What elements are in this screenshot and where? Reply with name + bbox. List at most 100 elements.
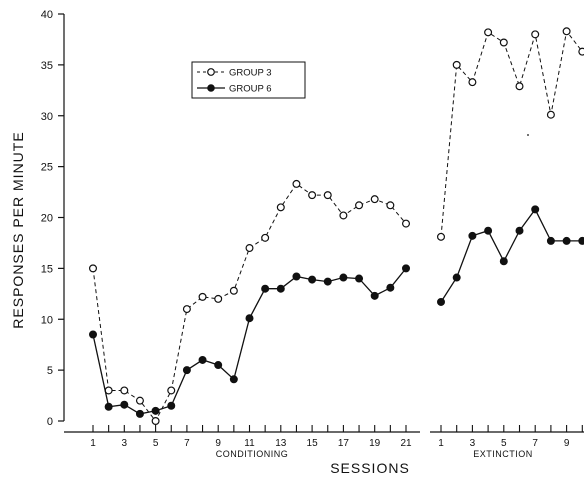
data-point-group3 xyxy=(546,110,555,119)
data-point-group6 xyxy=(499,257,508,266)
data-point-group6 xyxy=(546,236,555,245)
x-tick-label: 21 xyxy=(400,438,412,449)
data-point-group6 xyxy=(198,355,207,364)
data-point-group3 xyxy=(515,82,524,91)
x-tick-label: 15 xyxy=(307,438,319,449)
data-point-group6 xyxy=(452,273,461,282)
x-tick-label: 7 xyxy=(532,438,538,449)
x-tick-label: 11 xyxy=(244,438,255,449)
y-tick-label: 40 xyxy=(41,9,53,21)
data-point-group3 xyxy=(531,30,540,39)
data-point-group6 xyxy=(261,284,270,293)
x-tick-label: 7 xyxy=(184,438,190,449)
y-tick-label: 20 xyxy=(41,213,53,225)
data-point-group3 xyxy=(370,195,379,204)
data-point-group3 xyxy=(386,201,395,210)
data-point-group3 xyxy=(151,417,160,426)
data-point-group6 xyxy=(182,366,191,375)
data-point-group6 xyxy=(484,226,493,235)
legend-marker-group6 xyxy=(207,84,215,92)
data-point-group3 xyxy=(323,191,332,200)
data-point-group3 xyxy=(578,47,584,56)
series-line-group6-conditioning xyxy=(92,267,407,415)
x-tick-label: 5 xyxy=(153,438,159,449)
data-point-group6 xyxy=(245,314,254,323)
x-tick-label: 1 xyxy=(438,438,444,449)
data-point-group3 xyxy=(261,233,270,242)
data-point-group3 xyxy=(120,386,129,395)
data-point-group6 xyxy=(531,205,540,214)
data-point-group3 xyxy=(276,203,285,212)
x-tick-label: 3 xyxy=(122,438,128,449)
data-point-group6 xyxy=(355,274,364,283)
data-point-group6 xyxy=(402,264,411,273)
y-tick-label: 15 xyxy=(41,263,53,275)
data-point-group6 xyxy=(339,273,348,282)
data-point-group3 xyxy=(135,396,144,405)
data-point-group3 xyxy=(88,264,97,273)
y-tick-label: 30 xyxy=(41,111,53,123)
data-point-group6 xyxy=(386,283,395,292)
data-point-group3 xyxy=(499,38,508,47)
data-point-group3 xyxy=(452,60,461,69)
data-point-group6 xyxy=(308,275,317,284)
data-point-group6 xyxy=(88,330,97,339)
data-point-group3 xyxy=(308,191,317,200)
data-point-group6 xyxy=(214,361,223,370)
data-point-group6 xyxy=(104,402,113,411)
legend: GROUP 3 GROUP 6 xyxy=(191,61,306,99)
data-point-group6 xyxy=(323,277,332,286)
data-point-group3 xyxy=(292,179,301,188)
panel-label-conditioning: CONDITIONING xyxy=(216,449,289,459)
data-point-group3 xyxy=(437,232,446,241)
legend-marker-group3 xyxy=(207,68,215,76)
data-point-group6 xyxy=(229,375,238,384)
data-point-group6 xyxy=(578,236,584,245)
x-tick-label: 3 xyxy=(470,438,476,449)
legend-label-group3: GROUP 3 xyxy=(229,68,272,79)
data-point-group3 xyxy=(198,292,207,301)
data-point-group6 xyxy=(292,272,301,281)
data-point-group3 xyxy=(229,286,238,295)
data-point-group3 xyxy=(484,28,493,37)
data-point-group6 xyxy=(167,401,176,410)
y-tick-label: 35 xyxy=(41,60,53,72)
data-point-group3 xyxy=(214,294,223,303)
data-point-group6 xyxy=(468,231,477,240)
data-point-group3 xyxy=(339,211,348,220)
data-point-group3 xyxy=(167,386,176,395)
chart-marks xyxy=(88,27,584,426)
x-tick-label: 17 xyxy=(338,438,350,449)
y-axis-title: RESPONSES PER MINUTE xyxy=(10,131,26,328)
data-point-group6 xyxy=(151,406,160,415)
legend-box xyxy=(191,61,306,99)
y-tick-label: 5 xyxy=(47,365,53,377)
x-axis-title: SESSIONS xyxy=(330,460,410,476)
y-tick-label: 10 xyxy=(41,314,53,326)
panel-label-extinction: EXTINCTION xyxy=(473,449,533,459)
series-line-group3-extinction xyxy=(440,30,583,237)
data-point-group3 xyxy=(355,201,364,210)
data-point-group6 xyxy=(515,226,524,235)
x-tick-label: 9 xyxy=(564,438,570,449)
x-tick-label: 13 xyxy=(275,438,287,449)
stray-dot xyxy=(527,134,529,136)
data-point-group6 xyxy=(437,297,446,306)
x-tick-label: 1 xyxy=(90,438,96,449)
x-tick-label: 19 xyxy=(369,438,381,449)
data-point-group3 xyxy=(182,305,191,314)
x-tick-label: 5 xyxy=(501,438,507,449)
data-point-group6 xyxy=(370,291,379,300)
legend-label-group6: GROUP 6 xyxy=(229,84,272,95)
y-tick-label: 0 xyxy=(47,416,53,428)
data-point-group6 xyxy=(120,400,129,409)
y-tick-label: 25 xyxy=(41,162,53,174)
series-line-group6-extinction xyxy=(440,208,583,303)
data-point-group3 xyxy=(402,219,411,228)
data-point-group6 xyxy=(135,409,144,418)
data-point-group3 xyxy=(245,244,254,253)
data-point-group3 xyxy=(468,78,477,87)
data-point-group3 xyxy=(562,27,571,36)
